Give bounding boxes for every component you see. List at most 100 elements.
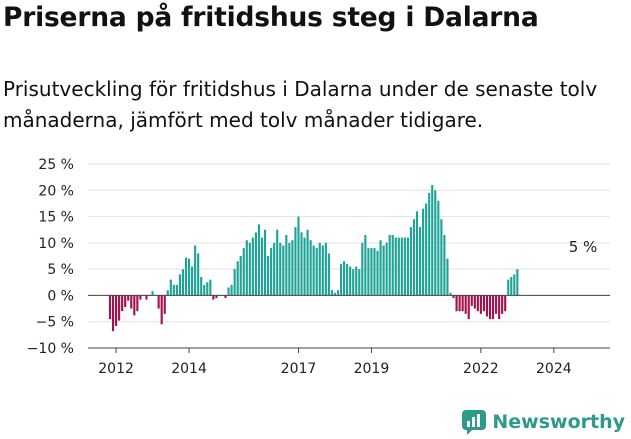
bar bbox=[388, 234, 391, 296]
bar bbox=[242, 248, 245, 296]
bar bbox=[373, 248, 376, 296]
bar bbox=[139, 295, 142, 300]
y-tick-label: 0 % bbox=[47, 288, 74, 304]
bar bbox=[279, 242, 282, 296]
y-tick-label: 25 % bbox=[38, 157, 74, 173]
bar bbox=[507, 279, 510, 296]
bar bbox=[288, 242, 291, 296]
bar bbox=[400, 237, 403, 296]
bar bbox=[376, 250, 379, 296]
bar bbox=[215, 295, 218, 299]
bar bbox=[464, 295, 467, 314]
bar bbox=[333, 292, 337, 296]
bar bbox=[339, 263, 343, 296]
bar bbox=[361, 242, 364, 296]
bar bbox=[412, 219, 416, 296]
chart-subtitle: Prisutveckling för fritidshus i Dalarna … bbox=[3, 77, 598, 132]
y-axis-labels: 25 % 20 % 15 % 10 % 5 % 0 % −5 % −10 % bbox=[27, 157, 74, 357]
bar bbox=[251, 237, 254, 296]
bar bbox=[510, 277, 513, 296]
y-tick-label: −5 % bbox=[36, 315, 74, 331]
bar bbox=[495, 295, 498, 314]
bar bbox=[206, 282, 209, 296]
bar bbox=[260, 237, 264, 296]
x-tick-label: 2024 bbox=[536, 361, 572, 377]
bar bbox=[248, 242, 251, 296]
bar bbox=[485, 295, 489, 317]
bar bbox=[285, 234, 288, 296]
bar bbox=[358, 269, 361, 296]
bar bbox=[391, 234, 394, 296]
bar bbox=[452, 295, 455, 299]
bar bbox=[443, 234, 446, 296]
bar bbox=[385, 242, 388, 296]
bar bbox=[127, 295, 130, 301]
bar bbox=[437, 200, 440, 296]
bar bbox=[397, 237, 400, 296]
bar bbox=[273, 242, 276, 296]
bar bbox=[327, 253, 330, 296]
bar bbox=[184, 257, 188, 296]
bar bbox=[130, 295, 133, 309]
bar bbox=[406, 237, 409, 296]
axes bbox=[88, 294, 610, 353]
bar bbox=[379, 240, 382, 296]
bar bbox=[382, 245, 385, 296]
bar bbox=[479, 295, 482, 314]
bar bbox=[349, 266, 352, 296]
bar bbox=[491, 295, 495, 320]
bar bbox=[209, 279, 212, 296]
bar bbox=[233, 269, 236, 296]
bar bbox=[118, 295, 121, 321]
bar bbox=[516, 269, 519, 296]
bar bbox=[330, 290, 333, 296]
bar bbox=[473, 295, 476, 309]
bar bbox=[263, 229, 267, 296]
bar bbox=[151, 291, 154, 296]
bar bbox=[297, 216, 300, 296]
bar bbox=[194, 245, 197, 296]
bar bbox=[267, 256, 270, 296]
bar bbox=[282, 245, 285, 296]
bar bbox=[458, 295, 461, 312]
bar bbox=[108, 295, 112, 320]
x-tick-label: 2014 bbox=[171, 361, 207, 377]
bar bbox=[501, 295, 504, 314]
bar bbox=[270, 248, 273, 296]
bar bbox=[254, 232, 257, 296]
bar bbox=[467, 295, 470, 320]
bar bbox=[355, 266, 358, 296]
bar bbox=[200, 277, 203, 296]
bar bbox=[175, 284, 178, 296]
bar bbox=[227, 287, 230, 296]
bar bbox=[157, 295, 160, 309]
bar bbox=[181, 269, 185, 296]
bar bbox=[191, 266, 194, 296]
bar bbox=[321, 245, 324, 296]
x-tick-label: 2012 bbox=[98, 361, 134, 377]
y-tick-label: 5 % bbox=[47, 262, 74, 278]
bar bbox=[343, 261, 346, 296]
bar bbox=[425, 203, 428, 296]
bar bbox=[318, 242, 321, 296]
bar bbox=[336, 290, 340, 296]
brand-name: Newsworthy bbox=[492, 411, 625, 433]
bar bbox=[455, 295, 458, 312]
bar bbox=[230, 284, 233, 296]
bar bbox=[449, 292, 452, 296]
bar bbox=[203, 284, 206, 296]
bar bbox=[236, 261, 239, 296]
bar bbox=[111, 295, 115, 332]
bar bbox=[446, 258, 449, 296]
bar bbox=[306, 229, 309, 296]
bar bbox=[431, 185, 434, 296]
bar bbox=[346, 263, 349, 296]
bar bbox=[513, 274, 516, 296]
bar bbox=[178, 274, 181, 296]
gridlines bbox=[88, 163, 610, 349]
y-tick-label: 20 % bbox=[38, 183, 74, 199]
bar bbox=[245, 240, 248, 296]
bar bbox=[163, 295, 166, 314]
y-tick-label: −10 % bbox=[27, 341, 74, 357]
